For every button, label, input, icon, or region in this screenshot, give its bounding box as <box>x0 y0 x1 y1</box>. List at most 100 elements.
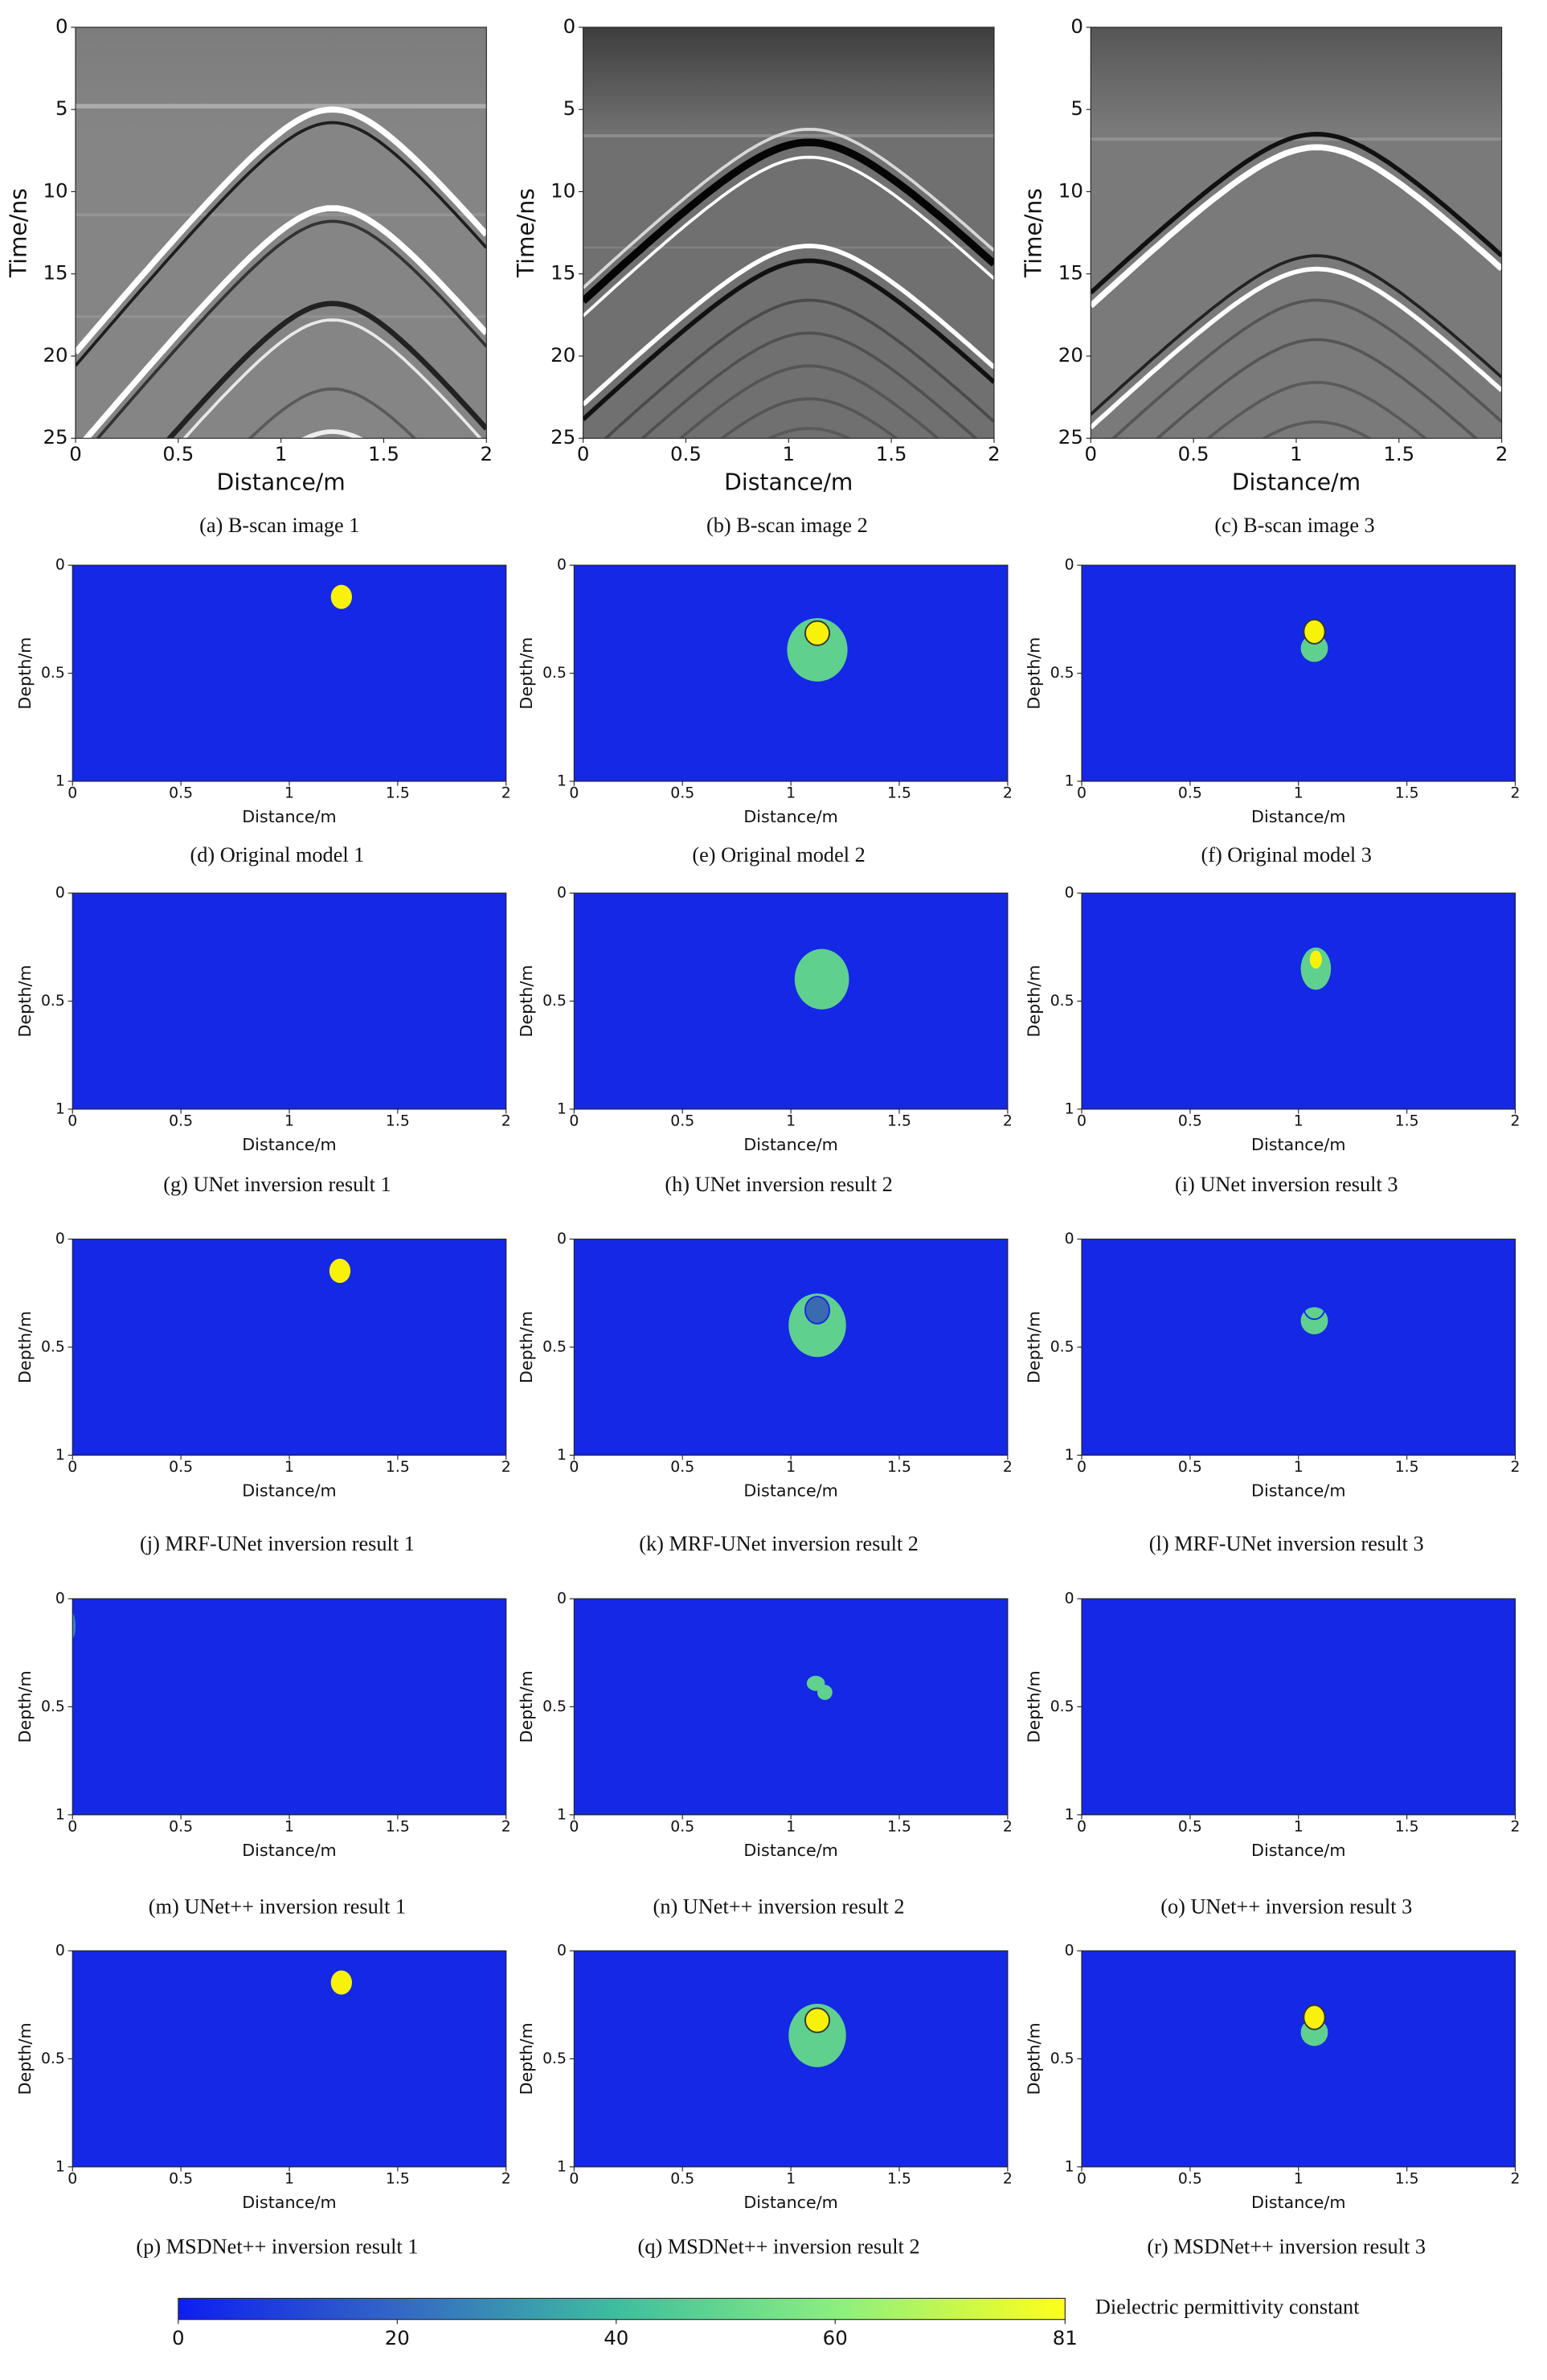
x-tick-label: 1 <box>1290 442 1303 465</box>
model-background <box>574 1239 1008 1456</box>
y-tick-label: 0.5 <box>1050 1339 1074 1356</box>
x-tick-label: 1 <box>1294 1112 1303 1129</box>
caption: (j) MRF-UNet inversion result 1 <box>140 1532 415 1555</box>
y-tick-label: 1 <box>55 772 65 789</box>
y-tick-label: 1 <box>1065 1447 1074 1464</box>
image <box>1081 565 1516 781</box>
y-axis-label: Depth/m <box>1025 1670 1044 1743</box>
panel: 0 0.5 1 1.5 2 0 0.5 1 Distance/m Depth/m (q) MSDNe… <box>517 1943 1013 2259</box>
x-tick-label: 0.5 <box>1178 1112 1202 1129</box>
reflection <box>603 298 994 439</box>
y-axis-label: Depth/m <box>517 1670 536 1743</box>
x-tick-label: 1 <box>786 785 796 802</box>
y-tick-label: 0.5 <box>41 665 65 682</box>
y-axis-label: Depth/m <box>1025 1311 1044 1383</box>
image <box>75 27 487 439</box>
x-tick-label: 0 <box>1077 1459 1087 1476</box>
y-tick-label: 1 <box>55 1447 65 1464</box>
anomaly <box>330 1970 353 1995</box>
y-tick-label: 0 <box>55 1231 65 1247</box>
y-tick-label: 0.5 <box>41 993 65 1010</box>
caption: (m) UNet++ inversion result 1 <box>149 1895 406 1918</box>
y-tick-label: 0.5 <box>1050 993 1074 1010</box>
image <box>574 893 1008 1109</box>
image <box>72 1599 506 1815</box>
y-tick-label: 0 <box>55 1591 65 1608</box>
panel: 0 0.5 1 1.5 2 0 0.5 1 Distance/m Depth/m (r) MSDNe… <box>1025 1943 1520 2259</box>
x-tick-label: 1.5 <box>1395 1459 1419 1476</box>
x-tick-label: 2 <box>1496 442 1508 465</box>
x-tick-label: 0 <box>68 785 77 802</box>
reflection <box>1111 298 1502 439</box>
x-axis-label: Distance/m <box>743 2193 837 2212</box>
reflection <box>640 331 979 439</box>
y-tick-label: 0 <box>563 14 576 38</box>
y-tick-label: 0 <box>557 885 567 902</box>
x-tick-label: 1.5 <box>386 1112 410 1129</box>
y-tick-label: 25 <box>1058 425 1083 449</box>
y-tick-label: 20 <box>1058 343 1083 367</box>
x-tick-label: 2 <box>1003 1818 1013 1835</box>
x-axis-label: Distance/m <box>743 1135 837 1154</box>
y-tick-label: 0.5 <box>1050 665 1074 682</box>
x-tick-label: 2 <box>1003 1112 1013 1129</box>
y-tick-label: 0 <box>1065 1943 1074 1960</box>
x-axis-label: Distance/m <box>242 1481 336 1501</box>
x-tick-label: 0 <box>569 785 579 802</box>
anomaly <box>1303 1294 1326 1321</box>
y-tick-label: 0.5 <box>542 2050 567 2067</box>
x-tick-label: 0.5 <box>169 1112 193 1129</box>
image <box>1081 893 1516 1109</box>
x-tick-label: 2 <box>1003 1459 1013 1476</box>
anomaly <box>817 1685 833 1700</box>
image <box>574 565 1008 781</box>
x-tick-label: 2 <box>501 1112 511 1129</box>
x-tick-label: 0 <box>569 1459 579 1476</box>
x-tick-label: 1.5 <box>876 442 907 465</box>
x-tick-label: 2 <box>501 2170 511 2187</box>
y-tick-label: 1 <box>1065 1806 1074 1823</box>
y-tick-label: 1 <box>557 2158 567 2175</box>
y-axis-label: Depth/m <box>517 2022 536 2095</box>
image <box>1081 1951 1516 2167</box>
model-background <box>72 1239 506 1456</box>
x-tick-label: 1.5 <box>887 2170 911 2187</box>
panel: 0 0.5 1 1.5 2 0 0.5 1 Distance/m Depth/m (n) UNet+… <box>517 1591 1013 1919</box>
y-tick-label: 10 <box>550 178 575 202</box>
y-axis-label: Depth/m <box>517 1311 536 1383</box>
anomaly <box>1309 950 1322 969</box>
reflection <box>182 318 483 439</box>
y-tick-label: 20 <box>550 343 575 367</box>
panel: 0 0.5 1 1.5 20510152025Distance/mTime/ns(b) … <box>513 14 1001 537</box>
x-tick-label: 0.5 <box>169 1459 193 1476</box>
x-tick-label: 0 <box>69 442 82 465</box>
panel: 0 0.5 1 1.5 2 0 0.5 1 Distance/m Depth/m (h) UNet … <box>517 885 1013 1196</box>
x-tick-label: 0.5 <box>169 1818 193 1835</box>
y-tick-label: 0 <box>55 1943 65 1960</box>
anomaly <box>1303 2004 1326 2030</box>
caption: (l) MRF-UNet inversion result 3 <box>1149 1532 1424 1555</box>
reflection <box>75 106 487 354</box>
x-tick-label: 2 <box>1003 785 1013 802</box>
x-tick-label: 0 <box>569 2170 579 2187</box>
model-background <box>574 893 1008 1109</box>
x-tick-label: 0 <box>1077 785 1087 802</box>
x-tick-label: 1 <box>1294 2170 1303 2187</box>
x-axis-label: Distance/m <box>217 469 346 496</box>
x-axis-label: Distance/m <box>743 1841 837 1860</box>
y-tick-label: 0.5 <box>542 1339 567 1356</box>
x-tick-label: 2 <box>501 1818 511 1835</box>
y-axis-label: Depth/m <box>15 637 35 710</box>
reflection <box>678 364 940 439</box>
x-axis-label: Distance/m <box>242 1135 336 1154</box>
x-tick-label: 0.5 <box>1178 1459 1202 1476</box>
image <box>1081 1239 1516 1456</box>
x-tick-label: 1 <box>284 785 294 802</box>
image <box>72 1951 506 2167</box>
y-tick-label: 1 <box>1065 772 1074 789</box>
reflection <box>1205 380 1428 439</box>
y-tick-label: 0.5 <box>542 993 567 1010</box>
x-tick-label: 0.5 <box>1178 785 1202 802</box>
y-tick-label: 15 <box>550 261 575 285</box>
x-tick-label: 0.5 <box>1178 442 1209 465</box>
